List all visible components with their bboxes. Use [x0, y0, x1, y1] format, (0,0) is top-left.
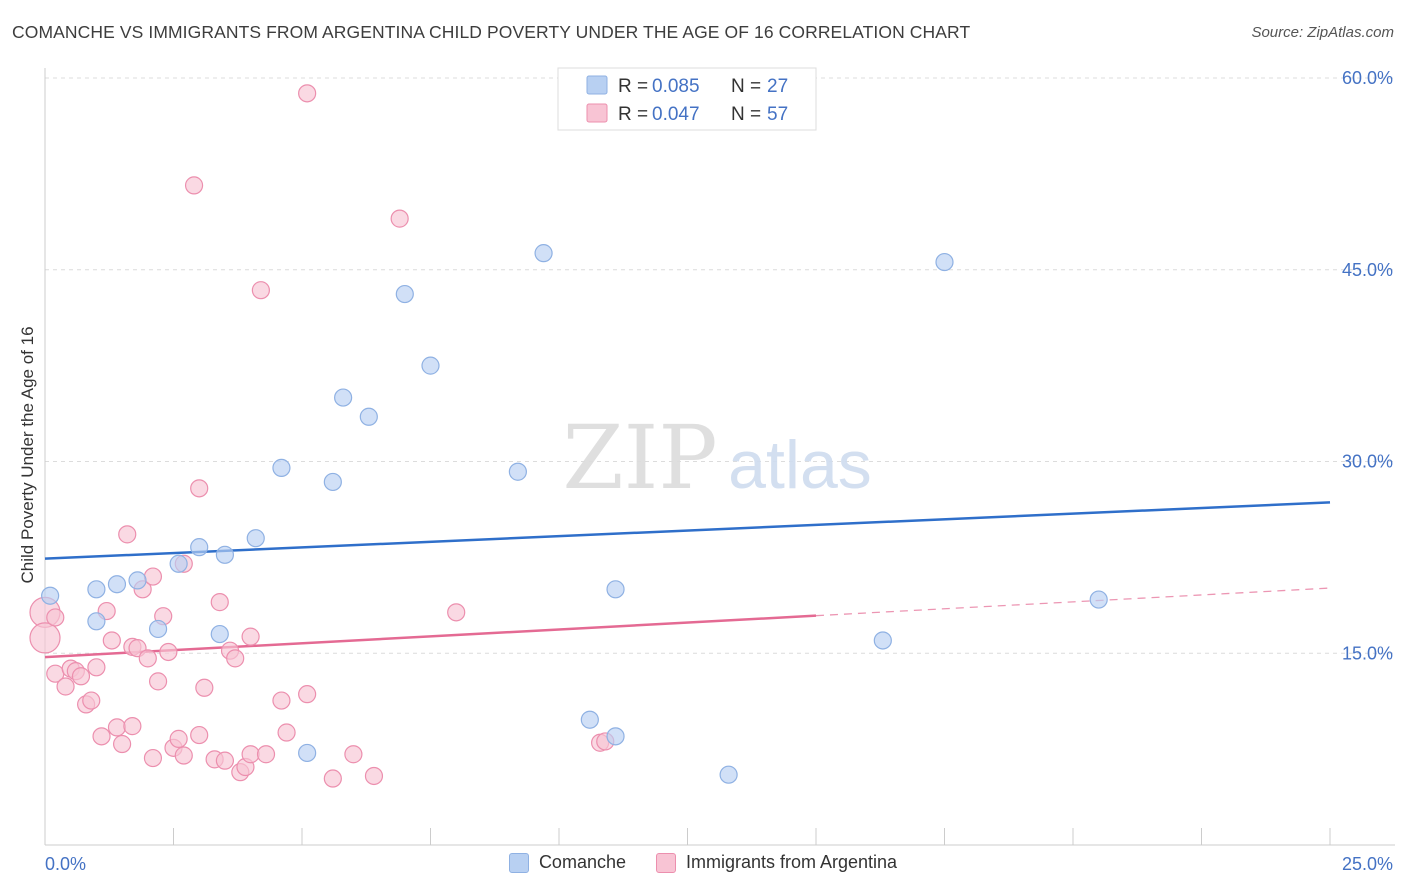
comanche-point	[150, 620, 167, 637]
comanche-point	[273, 459, 290, 476]
comanche-point	[720, 766, 737, 783]
argentina-point	[258, 746, 275, 763]
comanche-point	[170, 555, 187, 572]
y-tick-label-0: 15.0%	[1342, 643, 1393, 663]
argentina-point	[191, 727, 208, 744]
argentina-point	[299, 85, 316, 102]
legend-n-value-2: 57	[767, 104, 788, 125]
argentina-point	[391, 210, 408, 227]
comanche-trend-line	[45, 502, 1330, 558]
comanche-point	[607, 728, 624, 745]
argentina-point	[119, 526, 136, 543]
argentina-point	[30, 623, 60, 653]
argentina-point	[124, 718, 141, 735]
argentina-point	[242, 628, 259, 645]
argentina-point	[242, 746, 259, 763]
y-tick-label-1: 30.0%	[1342, 452, 1393, 472]
legend-n-label-2: N =	[731, 104, 761, 125]
legend-swatch-comanche	[587, 76, 607, 94]
y-tick-label-2: 45.0%	[1342, 260, 1393, 280]
argentina-point	[160, 643, 177, 660]
argentina-point	[252, 282, 269, 299]
argentina-point	[211, 594, 228, 611]
argentina-point	[345, 746, 362, 763]
comanche-point	[581, 711, 598, 728]
argentina-point	[365, 767, 382, 784]
series-legend: Comanche Immigrants from Argentina	[0, 852, 1406, 873]
comanche-point	[88, 613, 105, 630]
scatter-chart: ZIP atlas 15.0%30.0%45.0%60.0%0.0% 25.0% …	[0, 0, 1406, 892]
comanche-point	[129, 572, 146, 589]
comanche-point	[422, 357, 439, 374]
comanche-point	[509, 463, 526, 480]
comanche-point	[191, 539, 208, 556]
argentina-point	[144, 750, 161, 767]
argentina-point	[93, 728, 110, 745]
argentina-point	[299, 686, 316, 703]
watermark-atlas: atlas	[728, 427, 872, 503]
comanche-point	[247, 530, 264, 547]
argentina-point	[227, 650, 244, 667]
argentina-point	[216, 752, 233, 769]
argentina-point	[144, 568, 161, 585]
comanche-point	[88, 581, 105, 598]
axes	[45, 68, 1395, 845]
comanche-point	[360, 408, 377, 425]
comanche-point	[42, 587, 59, 604]
legend-label-argentina: Immigrants from Argentina	[686, 852, 897, 873]
argentina-point	[196, 679, 213, 696]
argentina-point	[273, 692, 290, 709]
argentina-trend-extension	[816, 588, 1330, 616]
legend-r-label-1: R =	[618, 76, 648, 97]
argentina-point	[108, 719, 125, 736]
comanche-point	[324, 473, 341, 490]
comanche-point	[216, 546, 233, 563]
comanche-point	[874, 632, 891, 649]
argentina-point	[72, 668, 89, 685]
argentina-point	[186, 177, 203, 194]
legend-swatch-blue	[509, 853, 529, 873]
argentina-point	[88, 659, 105, 676]
legend-n-label-1: N =	[731, 76, 761, 97]
argentina-point	[47, 609, 64, 626]
argentina-point	[448, 604, 465, 621]
gridlines	[45, 78, 1395, 653]
watermark: ZIP atlas	[562, 406, 871, 509]
comanche-point	[535, 245, 552, 262]
argentina-point	[83, 692, 100, 709]
comanche-point	[607, 581, 624, 598]
y-axis-label: Child Poverty Under the Age of 16	[18, 326, 37, 583]
legend-swatch-pink	[656, 853, 676, 873]
legend-label-comanche: Comanche	[539, 852, 626, 873]
watermark-zip: ZIP	[562, 406, 717, 509]
comanche-point	[299, 744, 316, 761]
comanche-point	[108, 576, 125, 593]
argentina-point	[139, 650, 156, 667]
argentina-point	[191, 480, 208, 497]
argentina-point	[175, 747, 192, 764]
comanche-point	[1090, 591, 1107, 608]
argentina-point	[170, 730, 187, 747]
argentina-point	[278, 724, 295, 741]
comanche-point	[211, 626, 228, 643]
legend-n-value-1: 27	[767, 76, 788, 97]
legend-r-value-2: 0.047	[652, 104, 700, 125]
argentina-point	[114, 736, 131, 753]
comanche-point	[335, 389, 352, 406]
legend-swatch-argentina	[587, 104, 607, 122]
argentina-point	[103, 632, 120, 649]
comanche-point	[396, 286, 413, 303]
legend-item-argentina[interactable]: Immigrants from Argentina	[656, 852, 897, 873]
trend-lines	[45, 502, 1330, 657]
comanche-point	[936, 254, 953, 271]
argentina-point	[324, 770, 341, 787]
argentina-point	[150, 673, 167, 690]
y-tick-label-3: 60.0%	[1342, 68, 1393, 88]
stats-legend: R = 0.085 N = 27 R = 0.047 N = 57	[558, 68, 816, 130]
legend-r-value-1: 0.085	[652, 76, 700, 97]
legend-item-comanche[interactable]: Comanche	[509, 852, 626, 873]
legend-r-label-2: R =	[618, 104, 648, 125]
argentina-point	[57, 678, 74, 695]
